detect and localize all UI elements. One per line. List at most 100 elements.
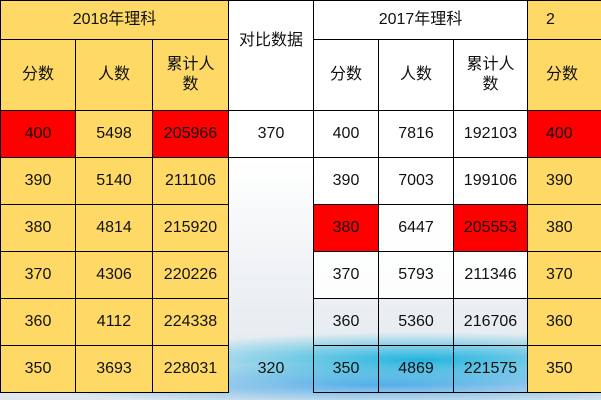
cell: 390: [313, 157, 379, 205]
cell: 5793: [378, 251, 454, 299]
cell: 360: [0, 298, 76, 346]
cell-b-score: 350: [332, 360, 360, 377]
cell: 221575: [453, 345, 528, 393]
cell: 199106: [453, 157, 528, 205]
cell-b-count: 5793: [398, 266, 434, 283]
cell: [228, 157, 314, 205]
cell-b-count: 7003: [398, 172, 434, 189]
cell-b-count: 4869: [398, 360, 434, 377]
table-row: 380 4814 215920 380 6447 205553 380: [0, 204, 601, 252]
col-header-cumulative-cell: 累计人数: [453, 39, 528, 111]
table-row: 370 4306 220226 370 5793 211346 370: [0, 251, 601, 299]
cell-a-cum: 211106: [164, 172, 216, 189]
table-row: 390 5140 211106 390 7003 199106 390: [0, 157, 601, 205]
cell: 370: [527, 251, 601, 299]
cell: 224338: [152, 298, 229, 346]
cell-b-cum: 199106: [463, 172, 518, 189]
cell-a-score: 350: [24, 360, 52, 377]
cell-a-count: 4112: [96, 313, 132, 330]
cell: 7003: [378, 157, 454, 205]
col-header-count: 人数: [378, 39, 454, 111]
table-row: 350 3693 228031 320 350 4869 221575 350: [0, 345, 601, 393]
cell: 211106: [152, 157, 229, 205]
cell: 4306: [75, 251, 153, 299]
cell-c-score: 370: [546, 266, 573, 283]
group-header-2017: 2017年理科: [313, 0, 528, 40]
cell-b-cum: 192103: [463, 125, 518, 142]
cell-b-count: 6447: [398, 219, 434, 236]
cell: 400: [313, 110, 379, 158]
cell: 216706: [453, 298, 528, 346]
cell-compare: 320: [257, 360, 285, 377]
col-header-cumulative: 累计人数: [166, 56, 215, 93]
cell: 205553: [453, 204, 528, 252]
cell-a-count: 4814: [96, 219, 132, 236]
cell-a-score: 390: [24, 172, 52, 189]
cell-c-score: 390: [546, 172, 573, 189]
cell: 350: [313, 345, 379, 393]
cell-a-score: 370: [24, 266, 52, 283]
cell-a-score: 380: [24, 219, 52, 236]
col-header-score: 分数: [0, 39, 76, 111]
cell-a-count: 5498: [96, 125, 132, 142]
cell-b-score: 390: [332, 172, 360, 189]
cell-b-count: 5360: [398, 313, 434, 330]
cell: 400: [527, 110, 601, 158]
cell: 6447: [378, 204, 454, 252]
cell: 4869: [378, 345, 454, 393]
cell-a-score: 400: [24, 125, 52, 142]
cell: 380: [0, 204, 76, 252]
cell-a-score: 360: [24, 313, 52, 330]
table-row: 360 4112 224338 360 5360 216706 360: [0, 298, 601, 346]
cell-a-cum: 224338: [163, 313, 218, 330]
cell-a-cum: 220226: [163, 266, 218, 283]
cell-a-count: 5140: [96, 172, 132, 189]
col-header-cumulative-cell: 累计人数: [152, 39, 229, 111]
cell-b-score: 400: [332, 125, 360, 142]
cell: 350: [527, 345, 601, 393]
cell: 5140: [75, 157, 153, 205]
cell: 211346: [453, 251, 528, 299]
cell: 360: [527, 298, 601, 346]
cell: 205966: [152, 110, 229, 158]
cell: 5360: [378, 298, 454, 346]
group-header-partial: 2: [527, 0, 601, 40]
cell: 390: [0, 157, 76, 205]
compare-header: 对比数据: [228, 0, 314, 111]
cell: 3693: [75, 345, 153, 393]
cell: 350: [0, 345, 76, 393]
cell-c-score: 400: [546, 125, 573, 142]
cell-b-cum: 216706: [463, 313, 518, 330]
cell: 228031: [152, 345, 229, 393]
cell-b-cum: 211346: [464, 266, 517, 283]
cell: 7816: [378, 110, 454, 158]
cell: 370: [0, 251, 76, 299]
cell-b-count: 7816: [398, 125, 434, 142]
cell-c-score: 360: [546, 313, 573, 330]
cell-a-count: 3693: [96, 360, 132, 377]
cell-c-score: 350: [546, 360, 573, 377]
cell-b-score: 370: [332, 266, 360, 283]
col-header-score: 分数: [313, 39, 379, 111]
col-header-cumulative: 累计人数: [466, 56, 515, 93]
cell-a-cum: 228031: [163, 360, 218, 377]
cell: 192103: [453, 110, 528, 158]
cell-b-score: 360: [332, 313, 360, 330]
cell-a-cum: 205966: [163, 125, 218, 142]
cell: 390: [527, 157, 601, 205]
group-header-2018: 2018年理科: [0, 0, 229, 40]
cell-b-cum: 221575: [463, 360, 518, 377]
table-row: 400 5498 205966 370 400 7816 192103 400: [0, 110, 601, 158]
cell: 370: [228, 110, 314, 158]
col-header-count: 人数: [75, 39, 153, 111]
cell: 220226: [152, 251, 229, 299]
cell: 360: [313, 298, 379, 346]
cell-a-cum: 215920: [163, 219, 218, 236]
cell: 4112: [75, 298, 153, 346]
cell: 4814: [75, 204, 153, 252]
cell: 380: [527, 204, 601, 252]
cell: 400: [0, 110, 76, 158]
cell: 5498: [75, 110, 153, 158]
cell-c-score: 380: [546, 219, 573, 236]
